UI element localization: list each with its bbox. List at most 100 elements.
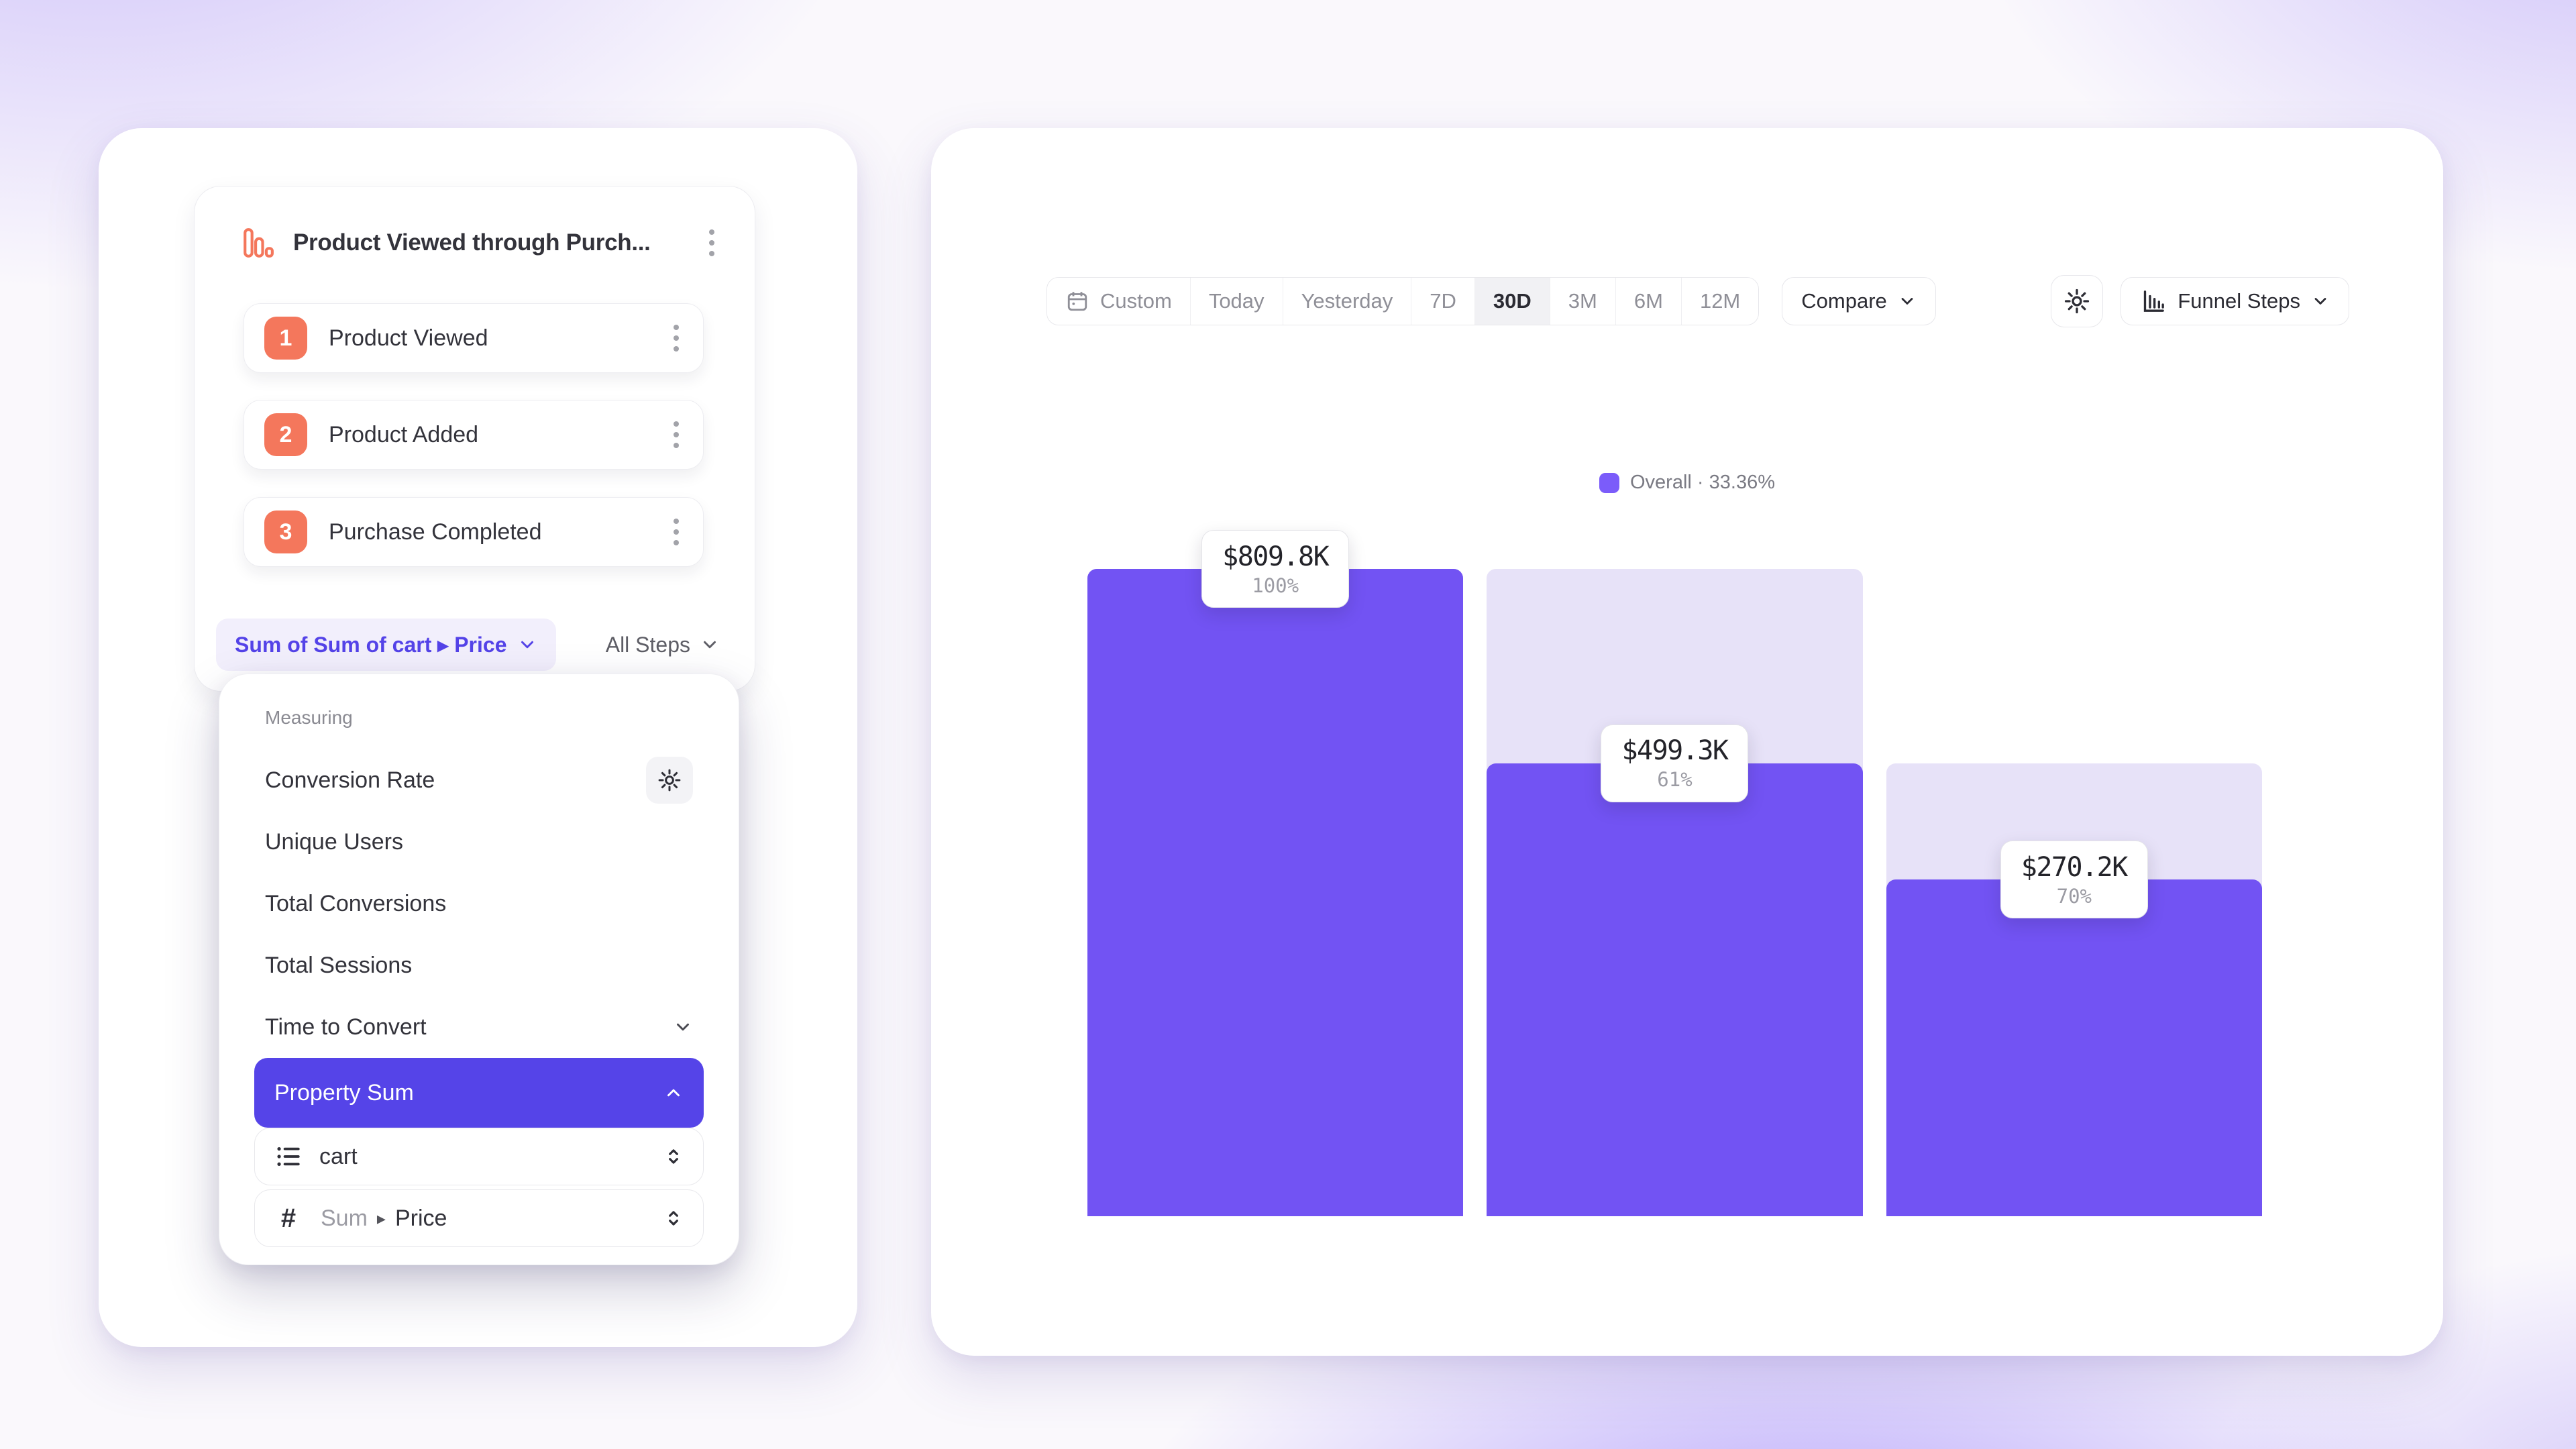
chart-toolbar: Custom Today Yesterday 7D 30D 3M 6M 12M … — [1046, 275, 2349, 327]
property-select-value: cart — [319, 1143, 358, 1169]
step-kebab-menu-icon[interactable] — [669, 417, 683, 452]
legend-label: Overall · 33.36% — [1630, 472, 1775, 493]
up-down-chevron-icon — [663, 1146, 684, 1167]
range-label: 7D — [1430, 289, 1456, 313]
chart-legend: Overall · 33.36% — [931, 472, 2443, 494]
funnel-bar-2[interactable]: $499.3K 61% — [1487, 569, 1863, 1216]
funnel-chart: $809.8K 100% $499.3K 61% $270.2K 70% — [1087, 530, 2262, 1216]
range-yesterday[interactable]: Yesterday — [1283, 278, 1412, 325]
menu-item-label: Time to Convert — [265, 1014, 427, 1040]
menu-item-total-conversions[interactable]: Total Conversions — [254, 873, 704, 934]
chart-settings-button[interactable] — [2051, 275, 2104, 327]
gear-icon — [2063, 287, 2091, 315]
funnel-kebab-menu-icon[interactable] — [705, 225, 718, 260]
bar-percent: 100% — [1252, 574, 1299, 597]
funnel-step-row-3[interactable]: 3 Purchase Completed — [244, 497, 704, 567]
bar-percent: 70% — [2056, 884, 2092, 908]
menu-item-time-to-convert[interactable]: Time to Convert — [254, 996, 704, 1058]
bar-value — [1087, 569, 1464, 1216]
steps-scope-dropdown[interactable]: All Steps — [602, 632, 724, 658]
funnel-bar-1[interactable]: $809.8K 100% — [1087, 530, 1464, 1216]
bar-value-label: $809.8K 100% — [1201, 530, 1350, 608]
range-label: 12M — [1699, 289, 1741, 313]
aggregation-prefix: Sum — [321, 1205, 368, 1231]
chevron-down-icon — [517, 635, 537, 655]
range-label: Today — [1208, 289, 1265, 313]
funnel-bar-3[interactable]: $270.2K 70% — [1886, 569, 2262, 1216]
funnel-header: Product Viewed through Purch... — [241, 221, 718, 264]
range-label: 30D — [1493, 289, 1532, 313]
funnel-step-row-2[interactable]: 2 Product Added — [244, 400, 704, 470]
menu-section-label: Measuring — [265, 707, 353, 728]
menu-item-total-sessions[interactable]: Total Sessions — [254, 934, 704, 996]
chevron-down-icon — [2311, 292, 2330, 311]
range-label: Custom — [1100, 289, 1172, 313]
step-label: Product Added — [329, 421, 479, 447]
bar-value — [1886, 879, 2262, 1216]
measure-dropdown-label: Sum of Sum of cart ▸ Price — [235, 633, 507, 657]
conversion-rate-settings-button[interactable] — [646, 757, 693, 804]
bar-amount: $270.2K — [2021, 851, 2129, 883]
range-6m[interactable]: 6M — [1615, 278, 1682, 325]
menu-item-property-sum[interactable]: Property Sum — [254, 1058, 704, 1128]
legend-swatch — [1599, 472, 1619, 493]
bar-value-label: $499.3K 61% — [1601, 724, 1749, 802]
range-7d[interactable]: 7D — [1411, 278, 1475, 325]
steps-scope-label: All Steps — [605, 632, 690, 657]
chart-type-label: Funnel Steps — [2178, 289, 2300, 313]
aggregation-select[interactable]: # Sum ▸ Price — [254, 1189, 704, 1247]
range-label: Yesterday — [1301, 289, 1393, 313]
chevron-down-icon — [1898, 292, 1917, 311]
hash-icon: # — [280, 1203, 297, 1233]
funnel-builder-panel: Product Viewed through Purch... 1 Produc… — [99, 128, 857, 1347]
range-30d[interactable]: 30D — [1474, 278, 1550, 325]
step-kebab-menu-icon[interactable] — [669, 515, 683, 549]
compare-label: Compare — [1801, 289, 1887, 313]
measure-dropdown[interactable]: Sum of Sum of cart ▸ Price — [216, 619, 557, 671]
funnel-bars-icon — [2140, 288, 2167, 315]
compare-dropdown[interactable]: Compare — [1782, 277, 1936, 325]
funnel-title: Product Viewed through Purch... — [293, 229, 651, 256]
date-range-control: Custom Today Yesterday 7D 30D 3M 6M 12M — [1046, 277, 1760, 325]
bar-percent: 61% — [1657, 768, 1693, 791]
toolbar-right-group: Funnel Steps — [2051, 275, 2349, 327]
gear-icon — [657, 767, 682, 793]
range-3m[interactable]: 3M — [1550, 278, 1616, 325]
range-12m[interactable]: 12M — [1681, 278, 1759, 325]
step-label: Purchase Completed — [329, 519, 542, 545]
chart-type-dropdown[interactable]: Funnel Steps — [2121, 277, 2349, 325]
funnel-definition-card: Product Viewed through Purch... 1 Produc… — [194, 186, 755, 692]
breadcrumb-arrow-icon: ▸ — [376, 1208, 386, 1228]
menu-item-label: Conversion Rate — [265, 767, 435, 793]
list-icon — [274, 1142, 302, 1171]
aggregation-value: Price — [394, 1205, 447, 1231]
funnel-step-row-1[interactable]: 1 Product Viewed — [244, 303, 704, 373]
up-down-chevron-icon — [663, 1208, 684, 1229]
chart-panel: Custom Today Yesterday 7D 30D 3M 6M 12M … — [931, 128, 2443, 1356]
menu-item-conversion-rate[interactable]: Conversion Rate — [254, 749, 704, 811]
measuring-dropdown-menu: Measuring Conversion Rate Unique Users T… — [219, 674, 739, 1265]
range-today[interactable]: Today — [1190, 278, 1283, 325]
funnel-footer: Sum of Sum of cart ▸ Price All Steps — [216, 619, 724, 671]
bar-value-label: $270.2K 70% — [2000, 841, 2148, 919]
menu-item-label: Property Sum — [274, 1079, 414, 1106]
step-kebab-menu-icon[interactable] — [669, 321, 683, 356]
step-number-badge: 2 — [264, 413, 307, 456]
step-number-badge: 3 — [264, 511, 307, 553]
chevron-down-icon — [673, 1017, 693, 1037]
step-number-badge: 1 — [264, 317, 307, 360]
bar-value — [1487, 763, 1863, 1216]
range-custom[interactable]: Custom — [1047, 278, 1191, 325]
chevron-up-icon — [663, 1083, 684, 1103]
bar-amount: $499.3K — [1621, 735, 1729, 766]
step-label: Product Viewed — [329, 325, 488, 351]
property-select[interactable]: cart — [254, 1128, 704, 1185]
bar-amount: $809.8K — [1222, 541, 1330, 572]
menu-item-label: Total Conversions — [265, 890, 447, 916]
calendar-icon — [1065, 289, 1089, 313]
chevron-down-icon — [700, 635, 720, 655]
menu-item-label: Unique Users — [265, 828, 403, 855]
range-label: 3M — [1568, 289, 1597, 313]
menu-item-unique-users[interactable]: Unique Users — [254, 811, 704, 873]
funnel-chart-icon — [241, 226, 274, 260]
